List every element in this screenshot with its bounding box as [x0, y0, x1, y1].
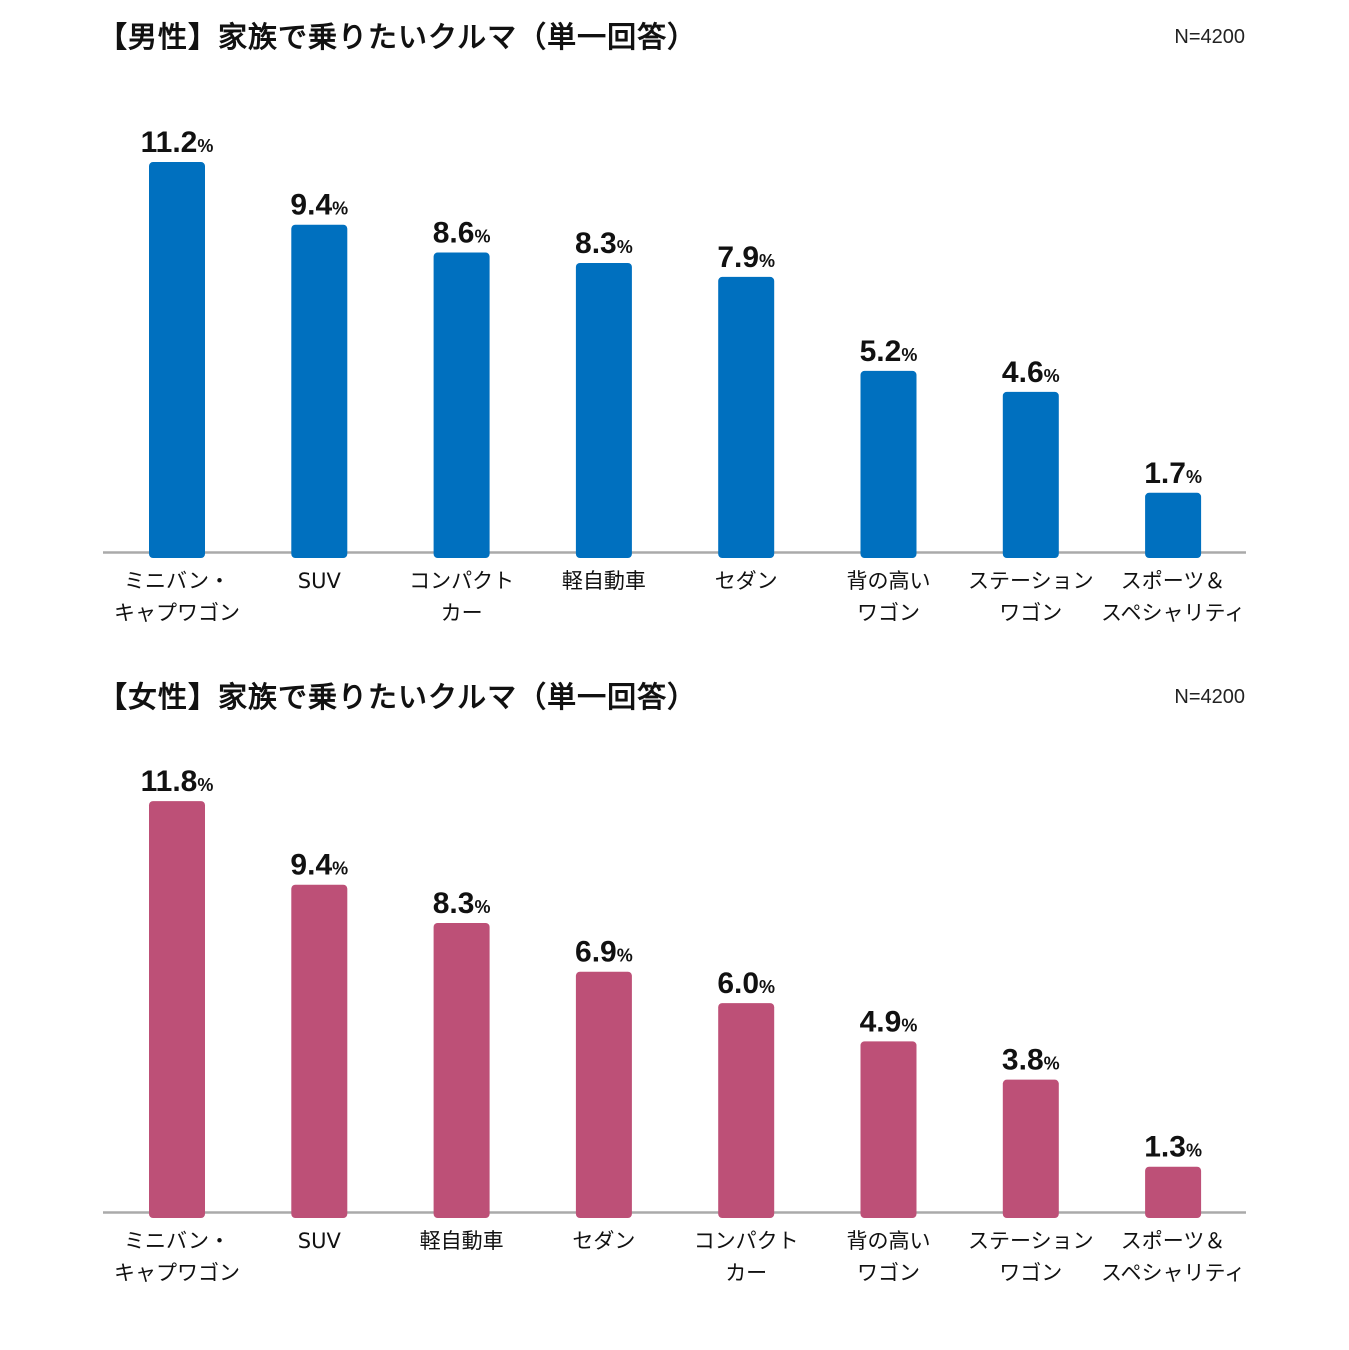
male-category-label: SUV	[298, 569, 342, 593]
male-category-label: カー	[441, 601, 483, 625]
male-category-label: ステーション	[968, 569, 1094, 593]
male-category-label: セダン	[715, 569, 778, 593]
female-bar	[1145, 1166, 1202, 1218]
male-category-label: 背の高い	[847, 569, 931, 593]
male-bar	[575, 262, 632, 558]
female-bar	[149, 801, 205, 1218]
female-chart: 【女性】家族で乗りたいクルマ（単一回答） N=4200 11.8% ミニバン・キャ…	[0, 660, 1349, 1320]
male-category-label: スポーツ＆	[1121, 569, 1226, 593]
female-bar-value-label: 1.3%	[1144, 1131, 1202, 1164]
female-bar	[1002, 1079, 1059, 1218]
male-category-label: キャプワゴン	[114, 601, 240, 625]
male-category-label: ワゴン	[999, 601, 1062, 625]
male-bar-value-label: 1.7%	[1144, 457, 1202, 490]
male-category-label: ワゴン	[857, 601, 920, 625]
male-chart: 【男性】家族で乗りたいクルマ（単一回答） N=4200 11.2% ミニバン・キャ…	[0, 0, 1349, 660]
female-bar	[291, 884, 348, 1218]
male-bar-value-label: 8.6%	[433, 217, 491, 250]
male-bar-value-label: 9.4%	[290, 189, 348, 222]
female-bar-value-label: 4.9%	[860, 1005, 918, 1038]
female-category-label: ワゴン	[999, 1261, 1062, 1285]
male-bar	[433, 252, 490, 558]
female-category-label: スペシャリティ	[1101, 1261, 1245, 1285]
male-category-label: スペシャリティ	[1101, 601, 1245, 625]
female-category-label: ミニバン・	[124, 1229, 230, 1253]
female-category-label: セダン	[572, 1229, 635, 1253]
female-bar	[575, 971, 632, 1218]
female-category-label: スポーツ＆	[1121, 1229, 1226, 1253]
male-category-label: ミニバン・	[124, 569, 230, 593]
female-category-label: キャプワゴン	[114, 1261, 240, 1285]
female-bar-value-label: 8.3%	[433, 887, 491, 920]
male-bar-value-label: 8.3%	[575, 227, 633, 260]
female-bar-value-label: 9.4%	[290, 849, 348, 882]
male-bar	[718, 276, 775, 558]
female-bar-value-label: 6.0%	[717, 967, 775, 1000]
male-category-label: コンパクト	[409, 569, 514, 593]
male-bar-value-label: 11.2%	[141, 126, 214, 159]
female-category-label: 軽自動車	[420, 1229, 504, 1253]
female-category-label: カー	[725, 1261, 767, 1285]
male-bar	[1002, 391, 1059, 558]
female-category-label: ワゴン	[857, 1261, 920, 1285]
female-bar-value-label: 11.8%	[141, 765, 214, 798]
female-chart-title: 【女性】家族で乗りたいクルマ（単一回答）	[98, 680, 698, 714]
female-bar-value-label: 3.8%	[1002, 1044, 1060, 1077]
female-category-label: ステーション	[968, 1229, 1094, 1253]
male-chart-title: 【男性】家族で乗りたいクルマ（単一回答）	[98, 20, 698, 54]
male-category-label: 軽自動車	[562, 569, 646, 593]
male-bar-value-label: 7.9%	[717, 241, 775, 274]
female-bar	[433, 922, 490, 1218]
male-bar-value-label: 5.2%	[860, 335, 918, 368]
male-chart-sample-size: N=4200	[1174, 26, 1245, 48]
male-bar	[291, 224, 348, 558]
female-category-label: 背の高い	[847, 1229, 931, 1253]
male-bar	[149, 162, 205, 559]
male-bar-value-label: 4.6%	[1002, 356, 1060, 389]
female-bar	[718, 1003, 775, 1218]
male-bar	[860, 370, 917, 558]
female-bar	[860, 1041, 917, 1218]
male-bar	[1145, 492, 1202, 558]
female-chart-plot: 11.8% ミニバン・キャプワゴン 9.4% SUV 8.3% 軽自動車 6.9% セダン 6.…	[103, 765, 1246, 1285]
female-bar-value-label: 6.9%	[575, 936, 633, 969]
female-category-label: SUV	[298, 1229, 342, 1253]
female-chart-sample-size: N=4200	[1174, 686, 1245, 708]
female-category-label: コンパクト	[694, 1229, 799, 1253]
